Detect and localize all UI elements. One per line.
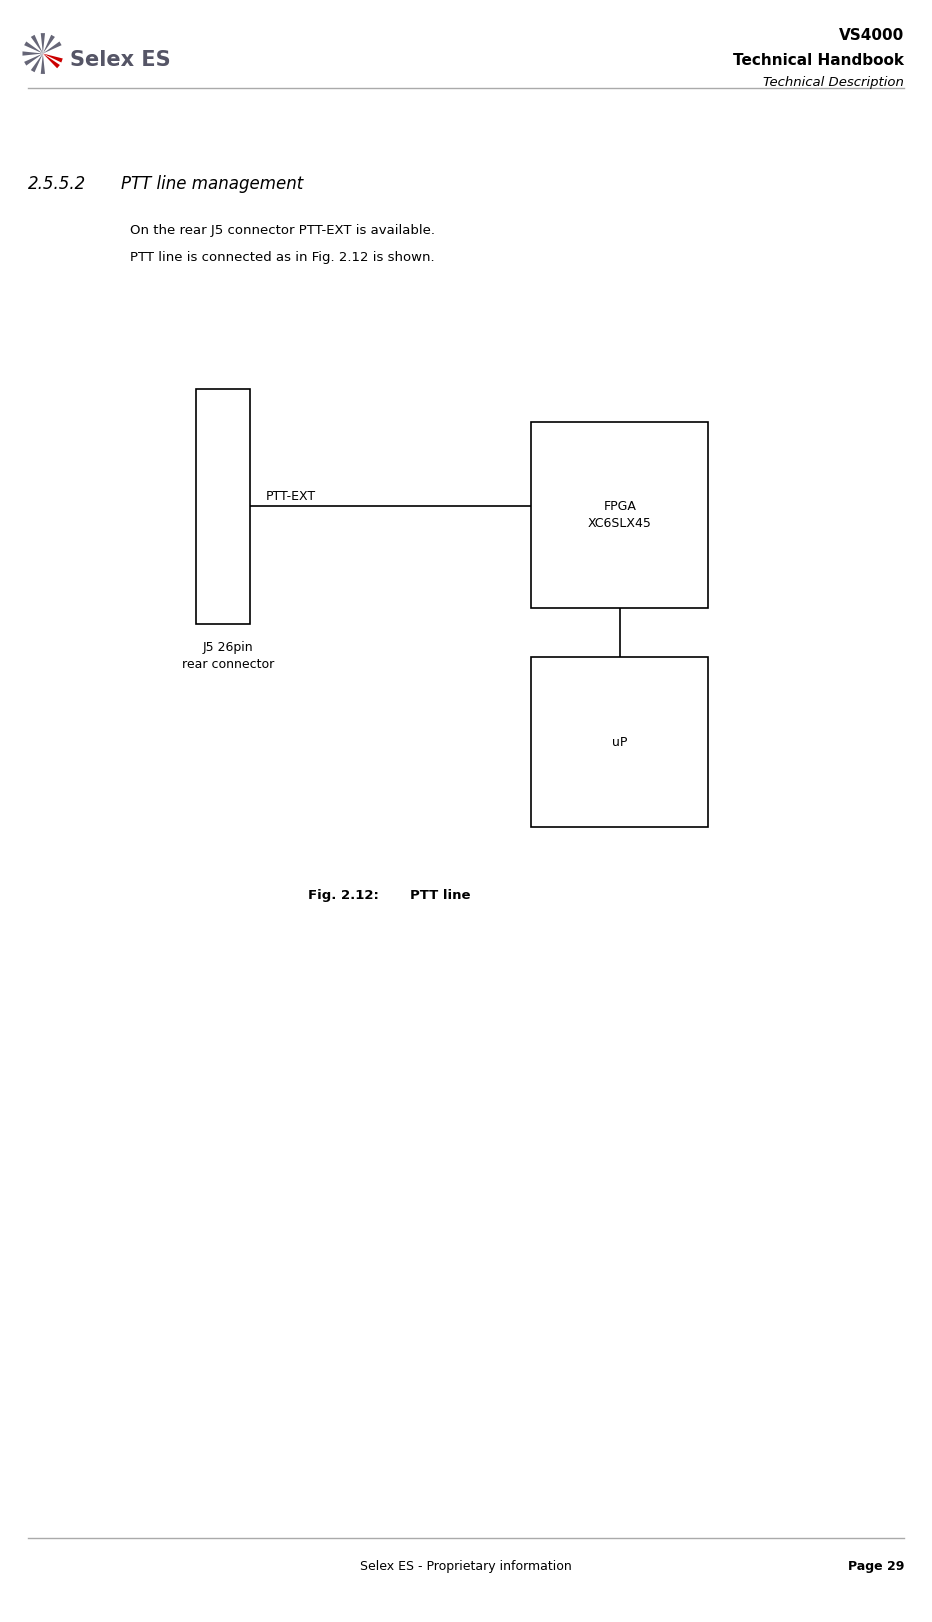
Polygon shape — [24, 54, 43, 65]
Text: uP: uP — [612, 735, 627, 749]
Polygon shape — [43, 54, 60, 68]
Text: FPGA
XC6SLX45: FPGA XC6SLX45 — [588, 500, 651, 530]
Text: Technical Handbook: Technical Handbook — [733, 52, 904, 68]
Polygon shape — [43, 42, 62, 54]
Text: Selex ES - Proprietary information: Selex ES - Proprietary information — [360, 1560, 572, 1573]
Polygon shape — [41, 54, 45, 75]
Text: PTT-EXT: PTT-EXT — [266, 490, 316, 503]
Text: VS4000: VS4000 — [839, 28, 904, 44]
Text: PTT line: PTT line — [410, 889, 471, 902]
Text: On the rear J5 connector PTT-EXT is available.: On the rear J5 connector PTT-EXT is avai… — [130, 224, 435, 237]
Text: PTT line management: PTT line management — [121, 175, 304, 193]
Bar — [531, 657, 708, 827]
Text: 2.5.5.2: 2.5.5.2 — [28, 175, 86, 193]
Text: PTT line is connected as in Fig. 2.12 is shown.: PTT line is connected as in Fig. 2.12 is… — [130, 251, 435, 264]
Text: J5 26pin
rear connector: J5 26pin rear connector — [182, 641, 274, 670]
Text: Technical Description: Technical Description — [763, 76, 904, 89]
Polygon shape — [31, 54, 43, 73]
Polygon shape — [22, 52, 43, 55]
Polygon shape — [41, 32, 45, 54]
Polygon shape — [31, 34, 43, 54]
Text: Selex ES: Selex ES — [70, 50, 171, 70]
Bar — [196, 389, 250, 624]
Text: Page 29: Page 29 — [848, 1560, 904, 1573]
Bar — [531, 422, 708, 608]
Polygon shape — [43, 54, 62, 63]
Text: Fig. 2.12:: Fig. 2.12: — [308, 889, 378, 902]
Polygon shape — [43, 34, 55, 54]
Polygon shape — [24, 42, 43, 54]
